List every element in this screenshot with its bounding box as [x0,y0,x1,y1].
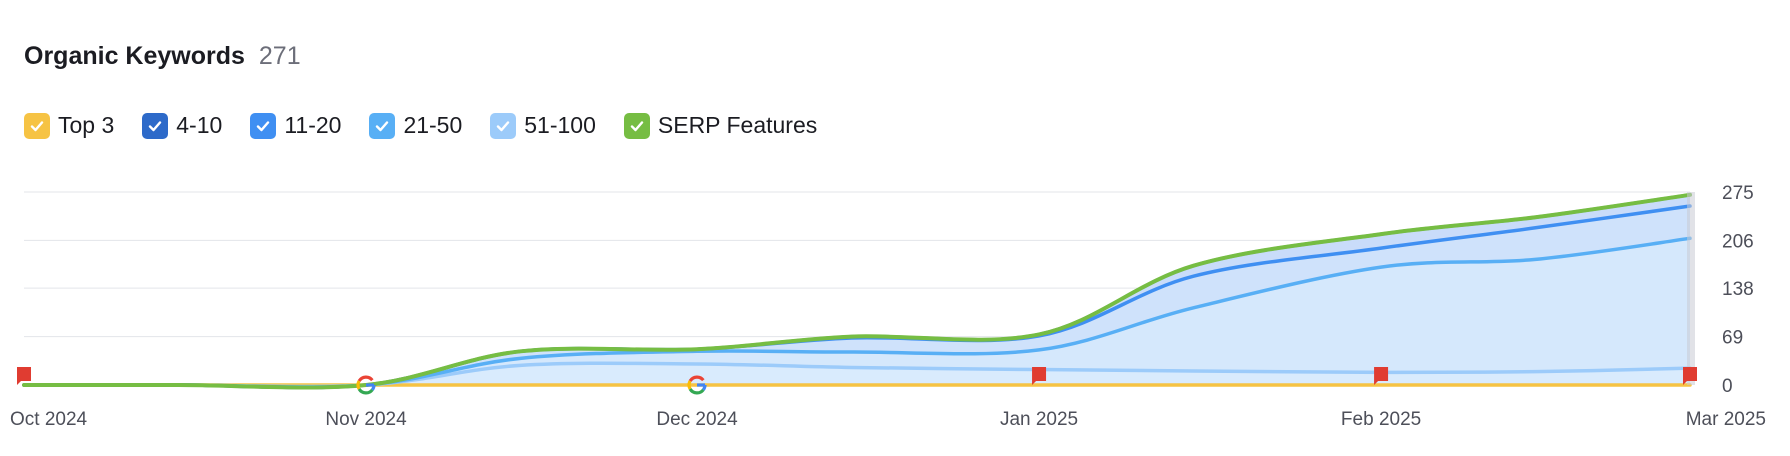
flag-shape [1683,367,1697,385]
flag-shape [17,367,31,385]
y-tick-label: 206 [1722,231,1754,252]
flag-icon [1032,367,1047,385]
checkbox-icon[interactable] [490,112,517,139]
legend-label: SERP Features [657,112,818,138]
x-tick-label: Mar 2025 [1686,409,1766,430]
checkbox-icon[interactable] [250,112,277,139]
legend-item-51-100[interactable]: 51-100 [490,112,596,139]
legend-label: 11-20 [284,112,342,138]
chart-header: Organic Keywords 271 [24,42,301,71]
legend-label: 4-10 [176,112,223,138]
y-tick-label: 69 [1722,328,1743,349]
flag-icon [1683,367,1697,385]
chart-title: Organic Keywords [24,42,245,70]
y-tick-label: 275 [1722,183,1754,204]
legend-item-4-10[interactable]: 4-10 [142,112,222,139]
area-21-50 [24,238,1690,387]
google-icon-arc [688,388,705,395]
x-tick-label: Oct 2024 [10,409,88,430]
google-icon-arc [357,375,374,382]
google-icon-arc [688,375,705,382]
keyword-count: 271 [258,42,301,70]
flag-shape [1032,367,1047,385]
flag-shape [1374,367,1389,385]
google-icon-arc [687,380,692,390]
google-icon-arc [357,388,374,395]
legend: Top 3 4-10 11-20 21-50 51-100 SERP Featu… [24,112,845,139]
y-tick-label: 0 [1722,376,1733,397]
checkbox-icon[interactable] [142,112,169,139]
x-tick-label: Dec 2024 [656,409,738,430]
checkbox-icon[interactable] [623,112,650,139]
series-line-serp-features [22,192,1692,390]
x-tick-label: Jan 2025 [1000,409,1078,430]
legend-label: 51-100 [524,112,596,138]
checkbox-icon[interactable] [24,112,50,139]
area-51-100 [24,363,1690,387]
checkbox-icon[interactable] [369,112,396,139]
legend-item-top-3[interactable]: Top 3 [24,112,114,139]
legend-item-serp-features[interactable]: SERP Features [623,112,818,139]
legend-item-11-20[interactable]: 11-20 [250,112,341,139]
legend-label: 21-50 [403,112,463,138]
x-tick-label: Nov 2024 [325,409,407,430]
legend-item-21-50[interactable]: 21-50 [369,112,462,139]
flag-icon [1374,367,1389,385]
google-icon [687,375,707,395]
x-tick-label: Feb 2025 [1341,409,1421,430]
hover-cursor [1687,192,1695,385]
y-tick-label: 138 [1722,279,1754,300]
legend-label: Top 3 [58,112,115,138]
google-icon-arc [356,380,361,390]
flag-icon [17,367,31,385]
google-icon [356,375,376,395]
